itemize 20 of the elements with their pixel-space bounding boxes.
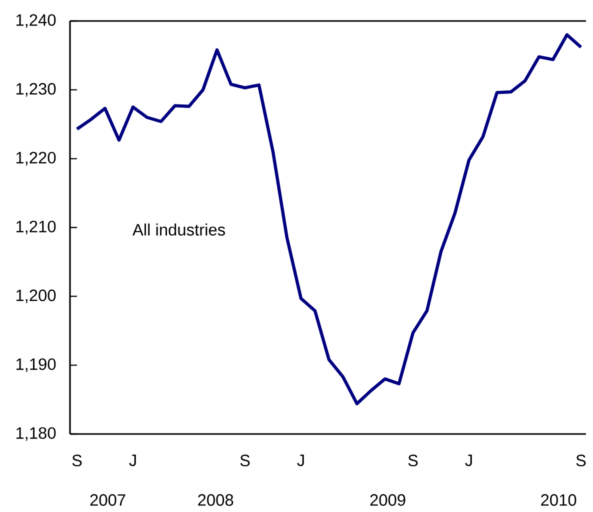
y-tick-label: 1,230 bbox=[16, 83, 56, 97]
text: 2007 bbox=[90, 494, 126, 506]
text: 2010 bbox=[541, 494, 576, 506]
x-tick-label: J bbox=[297, 454, 304, 466]
text: 2008 bbox=[198, 494, 234, 506]
y-tick-label: 1,180 bbox=[16, 427, 56, 441]
line-series bbox=[75, 33, 583, 406]
x-tick-label: S bbox=[240, 454, 250, 466]
x-tick-label: J bbox=[465, 454, 472, 466]
x-tick-label: S bbox=[408, 454, 418, 466]
y-tick-label: 1,200 bbox=[16, 290, 56, 304]
text: All industries bbox=[132, 224, 225, 236]
y-tick-label: 1,240 bbox=[16, 14, 56, 28]
y-tick-label: 1,220 bbox=[16, 152, 56, 166]
x-tick-label: S bbox=[72, 454, 82, 466]
x-tick-label: S bbox=[576, 454, 586, 466]
y-tick-label: 1,190 bbox=[16, 358, 56, 372]
text: 2009 bbox=[370, 494, 406, 506]
y-tick-label: 1,210 bbox=[16, 220, 56, 234]
x-tick-label: J bbox=[129, 454, 136, 466]
